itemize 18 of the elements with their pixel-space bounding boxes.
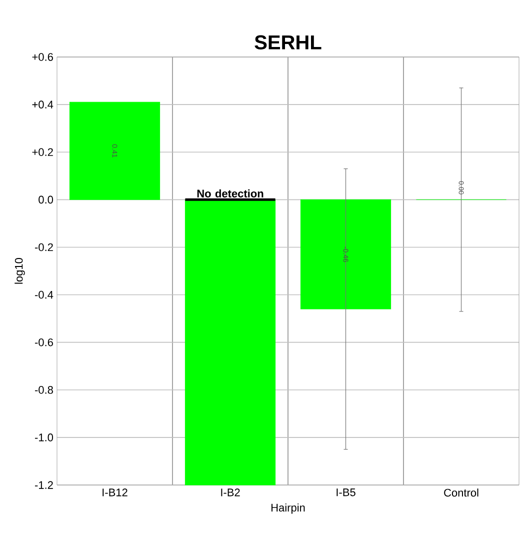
- annotation: No detection: [197, 189, 264, 198]
- x-tick-label: I-B12: [102, 488, 128, 496]
- x-tick-label: I-B5: [336, 488, 356, 496]
- y-tick-label: -0.8: [35, 386, 53, 394]
- y-tick-label: -0.2: [35, 243, 53, 252]
- y-tick-label: -0.6: [35, 338, 53, 346]
- x-axis-title: Hairpin: [271, 503, 305, 514]
- y-tick-label: +0.6: [32, 53, 53, 61]
- y-axis-title: log10: [14, 258, 25, 284]
- y-tick-label: +0.2: [32, 148, 53, 156]
- x-tick-label: I-B2: [221, 488, 240, 496]
- y-tick-label: 0.0: [38, 196, 54, 204]
- chart-title: SERHL: [254, 35, 322, 50]
- y-tick-label: -1.2: [35, 481, 53, 489]
- y-tick-label: -0.4: [35, 290, 54, 299]
- y-tick-label: -1.0: [35, 434, 54, 442]
- y-tick-label: +0.4: [32, 100, 54, 108]
- x-tick-label: Control: [444, 488, 478, 497]
